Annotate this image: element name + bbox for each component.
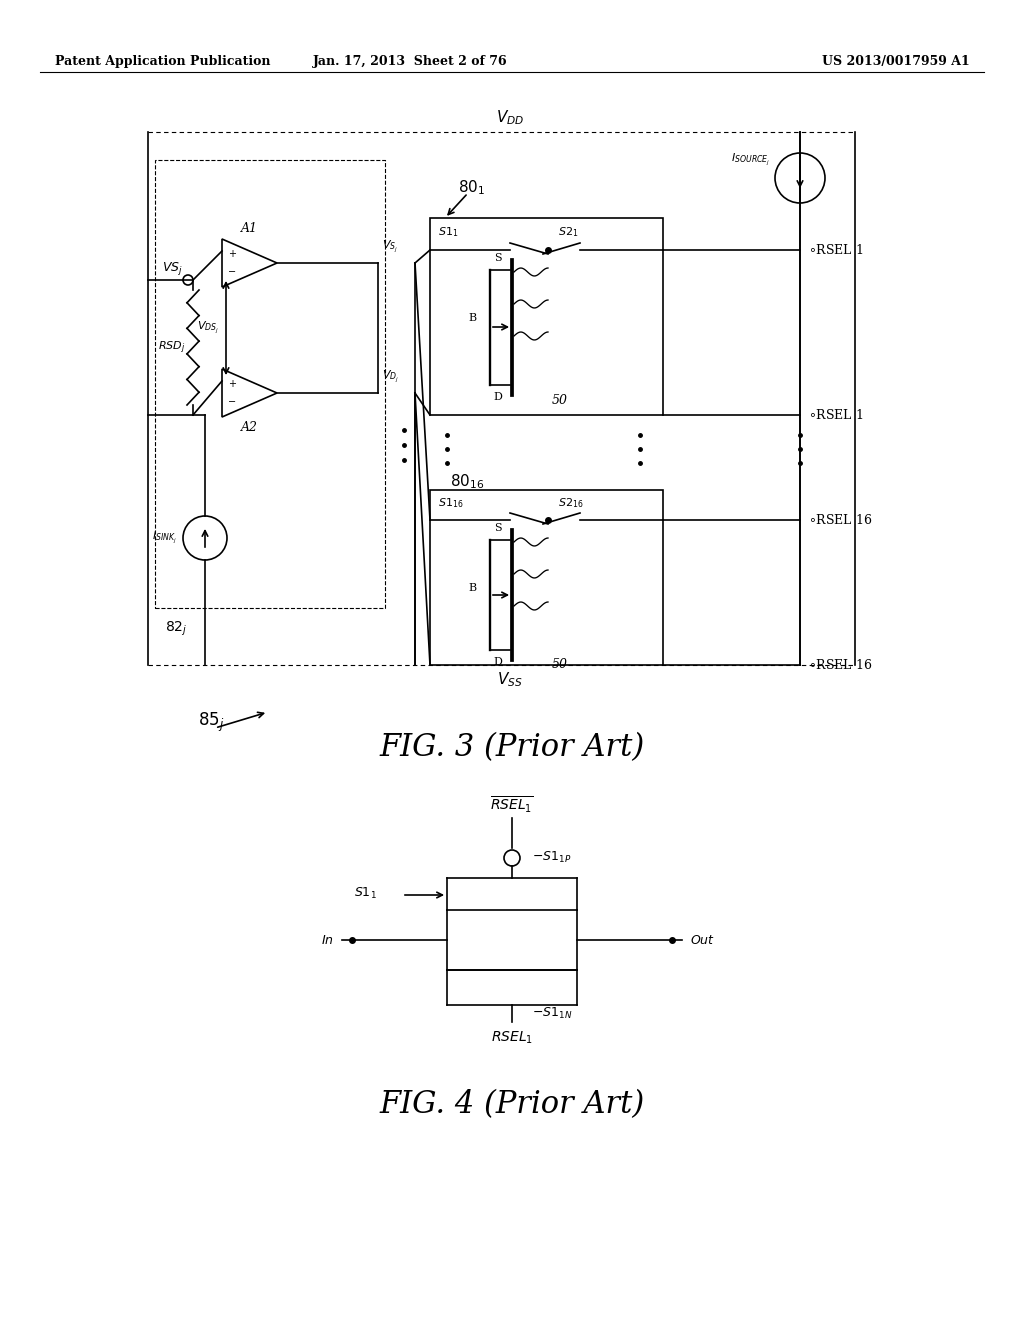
Text: A2: A2 (241, 421, 258, 434)
Text: $S1_1$: $S1_1$ (354, 886, 377, 900)
Text: −: − (228, 397, 237, 407)
Text: $85_j$: $85_j$ (198, 710, 224, 734)
Text: $82_j$: $82_j$ (165, 620, 187, 639)
Bar (155, 160, 385, 609)
Text: $Out$: $Out$ (690, 933, 715, 946)
Text: $S2_1$: $S2_1$ (558, 226, 579, 239)
Text: $80_1$: $80_1$ (458, 178, 485, 198)
Text: B: B (468, 583, 476, 593)
Text: $V_{D_j}$: $V_{D_j}$ (382, 368, 399, 385)
Text: −: − (228, 267, 237, 277)
Text: $-S1_{1N}$: $-S1_{1N}$ (532, 1006, 572, 1020)
Text: $\circ$RSEL 1: $\circ$RSEL 1 (808, 243, 863, 257)
Text: +: + (228, 249, 236, 259)
Text: $In$: $In$ (322, 933, 334, 946)
Text: US 2013/0017959 A1: US 2013/0017959 A1 (822, 55, 970, 69)
Text: $\circ$RSEL 16: $\circ$RSEL 16 (808, 513, 872, 527)
Text: FIG. 3 (Prior Art): FIG. 3 (Prior Art) (379, 733, 645, 763)
Text: $V_{DD}$: $V_{DD}$ (496, 108, 524, 127)
Text: $I_{SOURCE_j}$: $I_{SOURCE_j}$ (731, 152, 770, 168)
Text: $RSEL_1$: $RSEL_1$ (490, 1030, 534, 1047)
Text: $V_{DS_j}$: $V_{DS_j}$ (197, 319, 219, 337)
Text: $S1_1$: $S1_1$ (438, 226, 459, 239)
Text: $\circ$RSEL 16: $\circ$RSEL 16 (808, 657, 872, 672)
Text: 50: 50 (552, 393, 568, 407)
Text: Patent Application Publication: Patent Application Publication (55, 55, 270, 69)
Text: $S1_{16}$: $S1_{16}$ (438, 496, 464, 510)
Text: A1: A1 (241, 222, 258, 235)
Text: Jan. 17, 2013  Sheet 2 of 76: Jan. 17, 2013 Sheet 2 of 76 (312, 55, 507, 69)
Text: B: B (468, 313, 476, 323)
Text: $V_{S_j}$: $V_{S_j}$ (382, 239, 398, 255)
Text: $S2_{16}$: $S2_{16}$ (558, 496, 584, 510)
Text: S: S (495, 253, 502, 263)
Text: D: D (494, 392, 503, 403)
Text: +: + (228, 379, 236, 389)
Text: $\overline{RSEL_1}$: $\overline{RSEL_1}$ (490, 795, 534, 816)
Text: $\circ$RSEL 1: $\circ$RSEL 1 (808, 408, 863, 422)
Text: D: D (494, 657, 503, 667)
Text: S: S (495, 523, 502, 533)
Text: 50: 50 (552, 659, 568, 672)
Text: $VS_j$: $VS_j$ (162, 260, 183, 276)
Text: $I_{SINK_j}$: $I_{SINK_j}$ (152, 529, 177, 546)
Bar (430, 490, 663, 665)
Bar (430, 218, 663, 414)
Text: $RSD_j$: $RSD_j$ (158, 339, 185, 355)
Text: $80_{16}$: $80_{16}$ (450, 473, 484, 491)
Text: $V_{SS}$: $V_{SS}$ (498, 671, 523, 689)
Text: $-S1_{1P}$: $-S1_{1P}$ (532, 850, 571, 865)
Text: FIG. 4 (Prior Art): FIG. 4 (Prior Art) (379, 1089, 645, 1121)
